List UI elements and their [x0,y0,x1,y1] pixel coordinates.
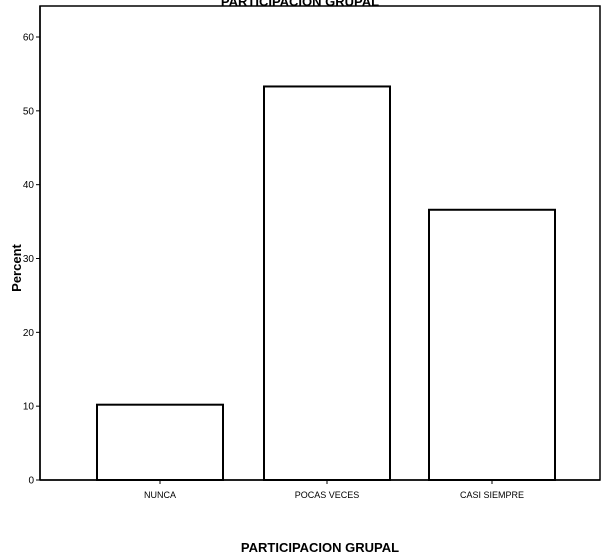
bar-nunca [96,403,224,481]
y-tick-label-50: 50 [23,106,35,117]
chart-title: PARTICIPACION GRUPAL [221,0,379,9]
y-axis-title: Percent [9,243,24,291]
x-tick-label-pocas-veces: POCAS VECES [295,490,360,500]
bar-pocas-veces [263,85,391,482]
x-axis-title: PARTICIPACION GRUPAL [241,540,399,555]
y-tick-label-0: 0 [28,476,34,487]
y-tick-label-30: 30 [23,254,35,265]
bars-group [96,85,556,482]
x-tick-label-nunca: NUNCA [144,490,176,500]
y-tick-label-60: 60 [23,33,35,44]
x-ticks-group: NUNCA POCAS VECES CASI SIEMPRE [144,480,524,500]
x-tick-label-casi-siempre: CASI SIEMPRE [460,490,524,500]
bar-casi-siempre [428,208,556,482]
y-tick-label-10: 10 [23,402,35,413]
y-ticks-group: 0 10 20 30 40 50 60 [23,33,40,487]
y-tick-label-40: 40 [23,180,35,191]
y-tick-label-20: 20 [23,328,35,339]
